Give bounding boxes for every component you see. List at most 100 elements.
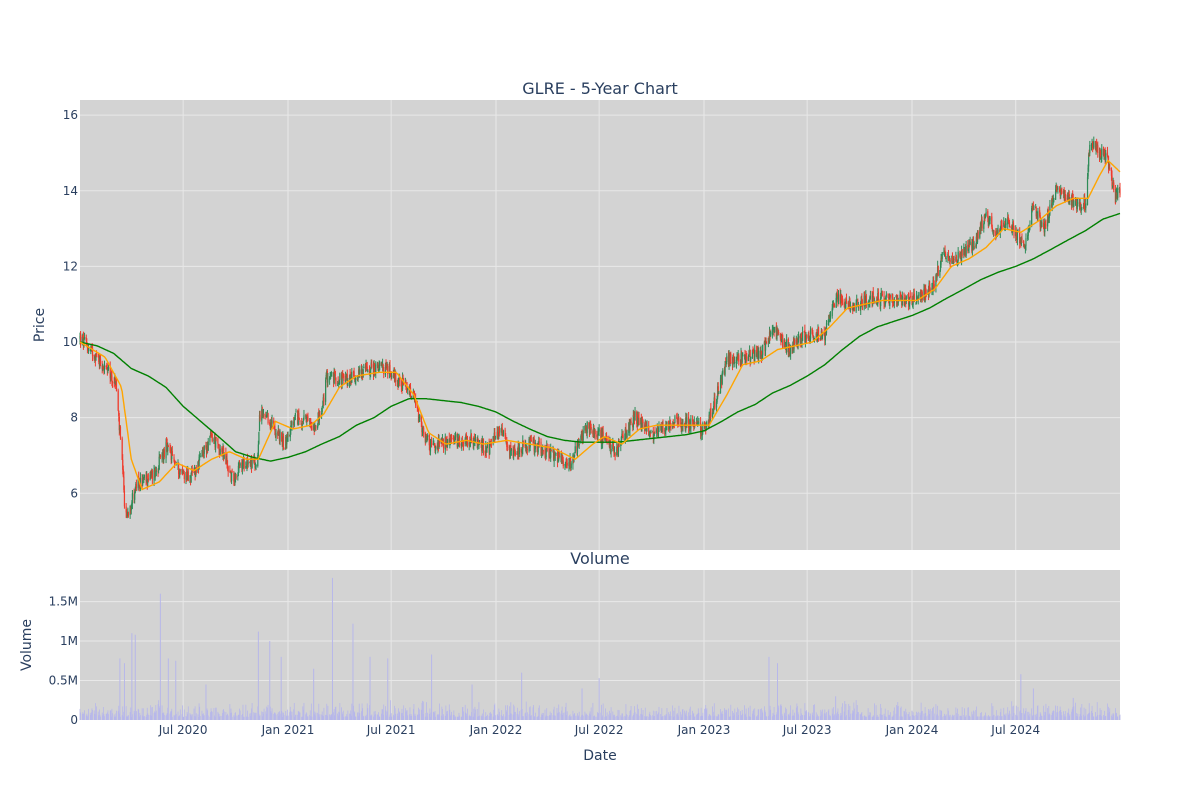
candle-up (835, 297, 837, 308)
candle-up (617, 443, 620, 452)
candle-down (462, 444, 465, 446)
candle-up (754, 349, 756, 362)
candle-up (697, 420, 699, 425)
candle-down (630, 421, 632, 424)
candle-down (760, 350, 763, 358)
candle-up (1033, 208, 1035, 210)
candle-down (614, 453, 616, 456)
candle-down (1065, 197, 1067, 200)
candle-up (957, 251, 959, 261)
candle-down (710, 407, 712, 418)
candle-up (706, 422, 708, 426)
candle-up (554, 453, 556, 456)
candle-down (637, 415, 640, 418)
candle-up (234, 475, 237, 480)
candle-down (794, 339, 796, 344)
candle-up (1027, 235, 1029, 240)
candle-down (649, 432, 652, 434)
candle-down (921, 291, 923, 301)
candle-down (1097, 145, 1099, 153)
candle-up (557, 460, 559, 463)
volume-y-tick: 0.5M (49, 674, 78, 688)
candle-down (949, 259, 951, 262)
candle-up (648, 434, 650, 436)
candle-up (973, 246, 975, 250)
candle-up (705, 426, 707, 431)
volume-y-tick: 1.5M (49, 595, 78, 609)
candle-up (917, 294, 919, 300)
candle-up (825, 322, 828, 333)
candle-down (1045, 224, 1047, 226)
candle-down (125, 506, 127, 513)
candle-up (1037, 211, 1039, 219)
candle-down (95, 354, 98, 355)
candle-down (984, 213, 986, 218)
candle-down (616, 447, 618, 450)
candle-down (169, 447, 171, 451)
candle-down (625, 428, 627, 431)
candle-up (1051, 198, 1053, 207)
candle-up (724, 363, 726, 375)
candle-up (492, 436, 494, 444)
candle-down (417, 407, 419, 410)
candle-down (233, 473, 235, 482)
candle-up (797, 337, 799, 349)
candle-down (282, 435, 285, 448)
candle-down (1003, 223, 1005, 228)
candle-up (396, 380, 399, 382)
candle-up (1023, 245, 1025, 247)
candle-up (774, 327, 776, 333)
candle-up (969, 241, 971, 245)
candle-up (287, 434, 289, 437)
candle-down (618, 442, 620, 448)
candle-up (1044, 221, 1046, 233)
candle-up (793, 340, 795, 350)
candle-up (147, 479, 149, 484)
candle-down (861, 298, 863, 306)
candle-up (521, 448, 523, 452)
candle-down (223, 448, 225, 459)
candle-down (913, 293, 915, 302)
candle-down (566, 462, 568, 466)
candle-down (1015, 230, 1017, 240)
candle-down (804, 330, 806, 342)
candle-down (261, 410, 263, 417)
candle-down (805, 335, 808, 338)
candle-down (788, 347, 791, 356)
candle-down (269, 422, 271, 425)
candle-down (501, 428, 503, 434)
price-y-tick: 16 (63, 108, 78, 122)
candle-up (1093, 141, 1095, 148)
candle-down (641, 418, 644, 423)
candle-up (931, 287, 933, 291)
candle-up (915, 295, 918, 304)
candle-up (359, 369, 361, 374)
candle-down (933, 284, 935, 288)
candle-up (1028, 227, 1030, 230)
candle-up (988, 220, 991, 222)
candle-up (1085, 203, 1087, 209)
candle-up (556, 453, 558, 455)
candle-up (182, 472, 184, 474)
candle-down (307, 415, 309, 421)
candle-up (716, 398, 718, 403)
candle-up (469, 440, 471, 447)
candle-up (1025, 238, 1027, 246)
candle-down (953, 259, 955, 261)
candle-up (325, 380, 327, 402)
candle-down (101, 365, 103, 370)
candle-down (438, 438, 441, 444)
candle-up (474, 439, 477, 441)
candle-up (770, 332, 772, 336)
chart-title: GLRE - 5-Year Chart (522, 79, 677, 98)
x-axis-title: Date (583, 748, 616, 764)
candle-up (801, 332, 804, 341)
candle-up (370, 368, 372, 374)
candle-down (1111, 175, 1113, 187)
candlesticks (79, 136, 1121, 519)
candle-down (221, 447, 223, 453)
candle-down (392, 375, 395, 376)
candle-down (784, 340, 786, 349)
candle-down (195, 467, 197, 473)
candle-up (137, 478, 139, 489)
